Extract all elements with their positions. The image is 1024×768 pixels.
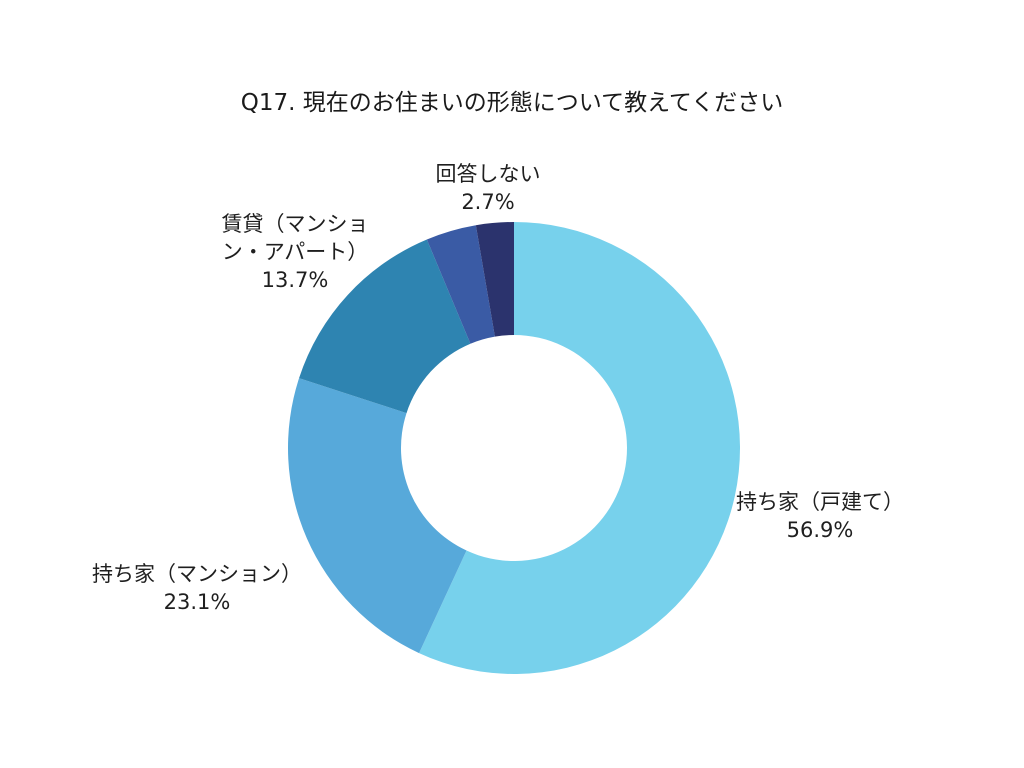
segment-label-no-answer: 回答しない 2.7% (388, 160, 588, 216)
segment-label-owned-condo: 持ち家（マンション） 23.1% (77, 560, 317, 616)
pie-segment-2 (299, 239, 471, 414)
pie-segment-0 (419, 222, 741, 674)
segment-label-owned-detached-value: 56.9% (786, 518, 854, 542)
segment-label-rental: 賃貸（マンショ ン・アパート） 13.7% (175, 210, 415, 294)
segment-label-rental-text-line1: 賃貸（マンショ (221, 212, 369, 236)
segment-label-owned-condo-text: 持ち家（マンション） (92, 562, 302, 586)
segment-label-no-answer-value: 2.7% (461, 190, 515, 214)
segment-label-owned-detached-text: 持ち家（戸建て） (736, 490, 904, 514)
segment-label-owned-detached: 持ち家（戸建て） 56.9% (700, 488, 940, 544)
chart-title: Q17. 現在のお住まいの形態について教えてください (240, 90, 784, 116)
segment-label-owned-condo-value: 23.1% (163, 590, 231, 614)
pie-segment-4 (475, 222, 514, 337)
pie-segment-1 (287, 378, 467, 654)
donut-segments (287, 222, 741, 674)
pie-segment-3 (426, 225, 495, 344)
segment-label-no-answer-text: 回答しない (435, 162, 541, 186)
segment-label-rental-value: 13.7% (261, 268, 329, 292)
segment-label-rental-text-line2: ン・アパート） (221, 240, 369, 264)
